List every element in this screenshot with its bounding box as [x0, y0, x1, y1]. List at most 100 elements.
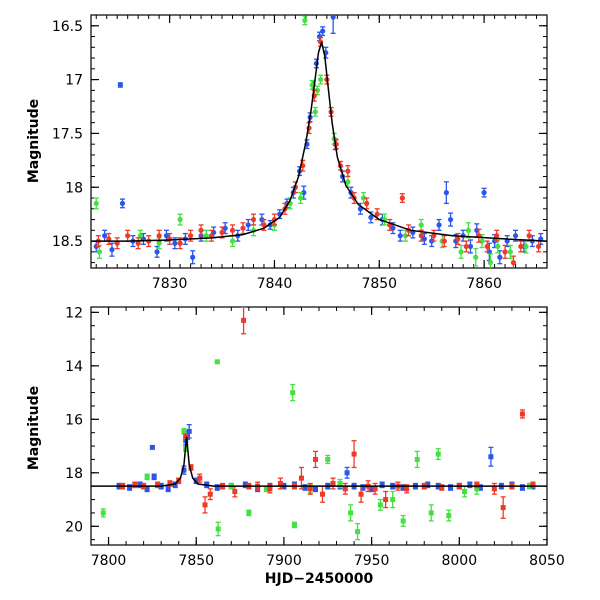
bottom-data-point [100, 510, 106, 516]
bottom-data-point [390, 497, 396, 503]
bottom-data-point [320, 491, 326, 497]
bottom-data-point [193, 478, 199, 484]
bottom-data-point [263, 486, 269, 492]
top-data-point [345, 168, 351, 174]
bottom-data-point [462, 489, 468, 495]
top-data-point [507, 249, 513, 255]
top-y-axis-title: Magnitude [26, 99, 42, 183]
top-data-point [481, 190, 487, 196]
top-data-point [458, 249, 464, 255]
top-data-point [436, 222, 442, 228]
top-data-point [135, 240, 141, 246]
top-data-point [250, 216, 257, 223]
bottom-data-point [232, 489, 238, 495]
bottom-data-point [151, 474, 157, 480]
top-data-point [502, 249, 508, 255]
top-data-point [109, 247, 115, 253]
bottom-data-point [488, 454, 494, 460]
bottom-x-axis-title: HJD−2450000 [265, 571, 374, 587]
top-y-tick-label: 16.5 [52, 19, 83, 35]
bottom-data-point [186, 428, 192, 434]
bottom-data-point [530, 482, 536, 488]
bottom-data-point [383, 497, 389, 503]
bottom-data-point [302, 485, 308, 491]
top-data-point [523, 243, 529, 250]
top-data-point [431, 233, 437, 239]
top-data-point [137, 233, 143, 239]
bottom-data-point [312, 456, 318, 462]
top-data-point [443, 190, 449, 196]
top-data-point [119, 200, 126, 207]
bottom-data-point [404, 486, 410, 492]
top-data-point [298, 195, 304, 201]
bottom-data-point [348, 510, 354, 516]
top-y-tick-label: 18 [65, 180, 83, 196]
bottom-data-point [474, 482, 480, 488]
top-data-point [497, 254, 503, 260]
bottom-data-point [519, 485, 525, 491]
top-data-point [399, 195, 405, 201]
top-data-point [390, 225, 396, 231]
top-y-tick-label: 17.5 [52, 126, 83, 142]
top-data-point [364, 200, 370, 207]
top-data-point [441, 238, 447, 244]
top-data-point [245, 222, 251, 228]
bottom-x-tick-label: 8050 [529, 553, 565, 569]
top-data-point [421, 236, 427, 242]
bottom-data-point [377, 502, 383, 508]
top-data-point [154, 249, 160, 255]
bottom-x-tick-label: 8000 [441, 553, 477, 569]
top-data-point [117, 82, 123, 88]
bottom-data-point [330, 480, 336, 486]
bottom-data-point [132, 482, 138, 488]
bottom-data-point [439, 485, 445, 491]
bottom-data-point [491, 486, 497, 492]
top-plot-frame [90, 14, 548, 269]
bottom-data-point [144, 474, 150, 480]
top-data-point [479, 238, 485, 244]
bottom-x-tick-label: 7950 [354, 553, 390, 569]
top-data-point [494, 233, 500, 239]
bottom-data-point [519, 411, 525, 417]
bottom-data-point [167, 480, 173, 486]
bottom-y-tick-label: 20 [65, 519, 83, 535]
top-data-point [374, 211, 380, 217]
bottom-data-layer [91, 307, 547, 541]
top-data-point [397, 233, 403, 239]
top-data-point [125, 233, 131, 239]
top-data-point [518, 243, 524, 250]
bottom-data-point [290, 390, 296, 396]
bottom-data-point [214, 359, 220, 365]
top-data-point [510, 260, 517, 266]
bottom-data-point [446, 513, 452, 519]
bottom-y-tick-label: 14 [65, 359, 83, 375]
bottom-data-point [400, 485, 406, 491]
top-data-point [172, 240, 178, 246]
top-x-tick-label: 7850 [361, 276, 397, 292]
top-model-curve [91, 41, 547, 242]
top-data-point [463, 243, 469, 250]
top-data-point [219, 229, 225, 236]
bottom-series-1 [100, 359, 532, 541]
bottom-data-point [214, 485, 220, 491]
top-series-1 [93, 15, 529, 268]
bottom-axis-ticks: 7800 7850 7900 7950 8000 8050 12 14 16 18 20 [65, 305, 565, 569]
bottom-data-point [428, 510, 434, 516]
bottom-data-point [207, 491, 213, 497]
bottom-y-axis-title: Magnitude [26, 386, 42, 470]
top-y-tick-label: 18.5 [52, 234, 83, 250]
bottom-data-point [144, 486, 150, 492]
bottom-data-point [351, 451, 357, 457]
top-data-point [187, 233, 194, 239]
top-data-point [526, 233, 532, 239]
top-data-point [536, 243, 542, 250]
top-data-point [465, 227, 471, 233]
bottom-data-point [474, 486, 480, 492]
bottom-data-point [358, 491, 364, 497]
top-data-point [96, 249, 102, 255]
top-data-point [495, 243, 501, 250]
bottom-data-point [355, 529, 361, 535]
bottom-data-point [127, 485, 133, 491]
bottom-data-point [197, 475, 203, 481]
